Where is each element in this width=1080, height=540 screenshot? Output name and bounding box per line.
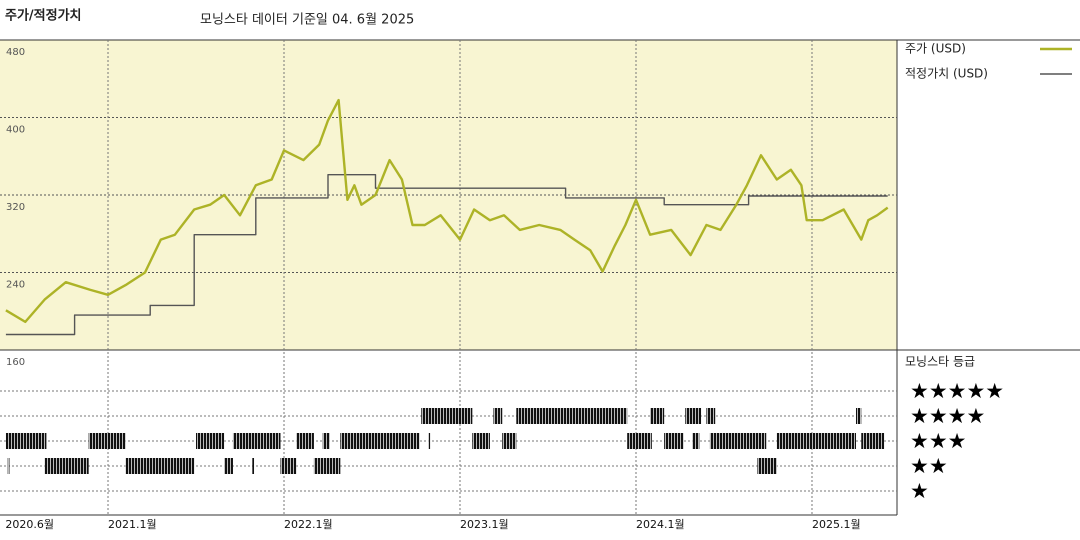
rating-bar <box>252 458 255 474</box>
y-tick-label: 160 <box>6 357 25 368</box>
rating-bar <box>322 433 330 449</box>
rating-bar <box>232 433 281 449</box>
rating-bar <box>421 408 473 424</box>
rating-label: ★★★★★ <box>910 379 1004 403</box>
rating-bar <box>502 433 517 449</box>
rating-bar <box>5 433 47 449</box>
rating-bar <box>650 408 665 424</box>
y-tick-label: 400 <box>6 125 25 136</box>
rating-bar <box>196 433 225 449</box>
series-line <box>5 98 889 324</box>
rating-bar <box>516 408 628 424</box>
rating-bar <box>855 408 862 424</box>
chart-title: 주가/적정가치 <box>5 8 82 24</box>
rating-bar <box>692 433 700 449</box>
rating-bar <box>706 408 716 424</box>
rating-bar <box>664 433 684 449</box>
x-tick-label: 2021.1월 <box>108 518 157 531</box>
rating-bar <box>88 433 126 449</box>
rating-label: ★ <box>910 479 929 503</box>
rating-bar <box>340 433 420 449</box>
rating-bar <box>44 458 89 474</box>
rating-title: 모닝스타 등급 <box>905 355 975 369</box>
rating-bar <box>493 408 503 424</box>
y-tick-label: 240 <box>6 280 25 291</box>
rating-bar <box>757 458 777 474</box>
legend-label: 주가 (USD) <box>905 42 966 56</box>
rating-bar <box>685 408 702 424</box>
x-tick-label: 2025.1월 <box>812 518 861 531</box>
rating-label: ★★ <box>910 454 948 478</box>
rating-bar <box>125 458 195 474</box>
rating-bar <box>224 458 233 474</box>
rating-bar <box>861 433 885 449</box>
rating-bar <box>472 433 490 449</box>
y-tick-label: 480 <box>6 47 25 58</box>
rating-bar <box>280 458 297 474</box>
rating-label: ★★★ <box>910 429 966 453</box>
rating-label: ★★★★ <box>910 404 985 428</box>
rating-bar <box>313 458 341 474</box>
x-tick-label: 2020.6월 <box>5 518 54 531</box>
x-tick-label: 2024.1월 <box>636 518 685 531</box>
chart-subtitle: 모닝스타 데이터 기준일 04. 6월 2025 <box>200 13 414 28</box>
y-tick-label: 320 <box>6 202 25 213</box>
rating-bar <box>296 433 314 449</box>
x-tick-label: 2023.1월 <box>460 518 509 531</box>
rating-bar <box>709 433 767 449</box>
rating-bar <box>627 433 652 449</box>
x-tick-label: 2022.1월 <box>284 518 333 531</box>
rating-bar <box>428 433 431 449</box>
series-line <box>5 174 888 336</box>
rating-bar <box>776 433 856 449</box>
frame <box>0 39 1080 516</box>
legend-label: 적정가치 (USD) <box>905 67 988 81</box>
rating-bar <box>7 458 10 474</box>
